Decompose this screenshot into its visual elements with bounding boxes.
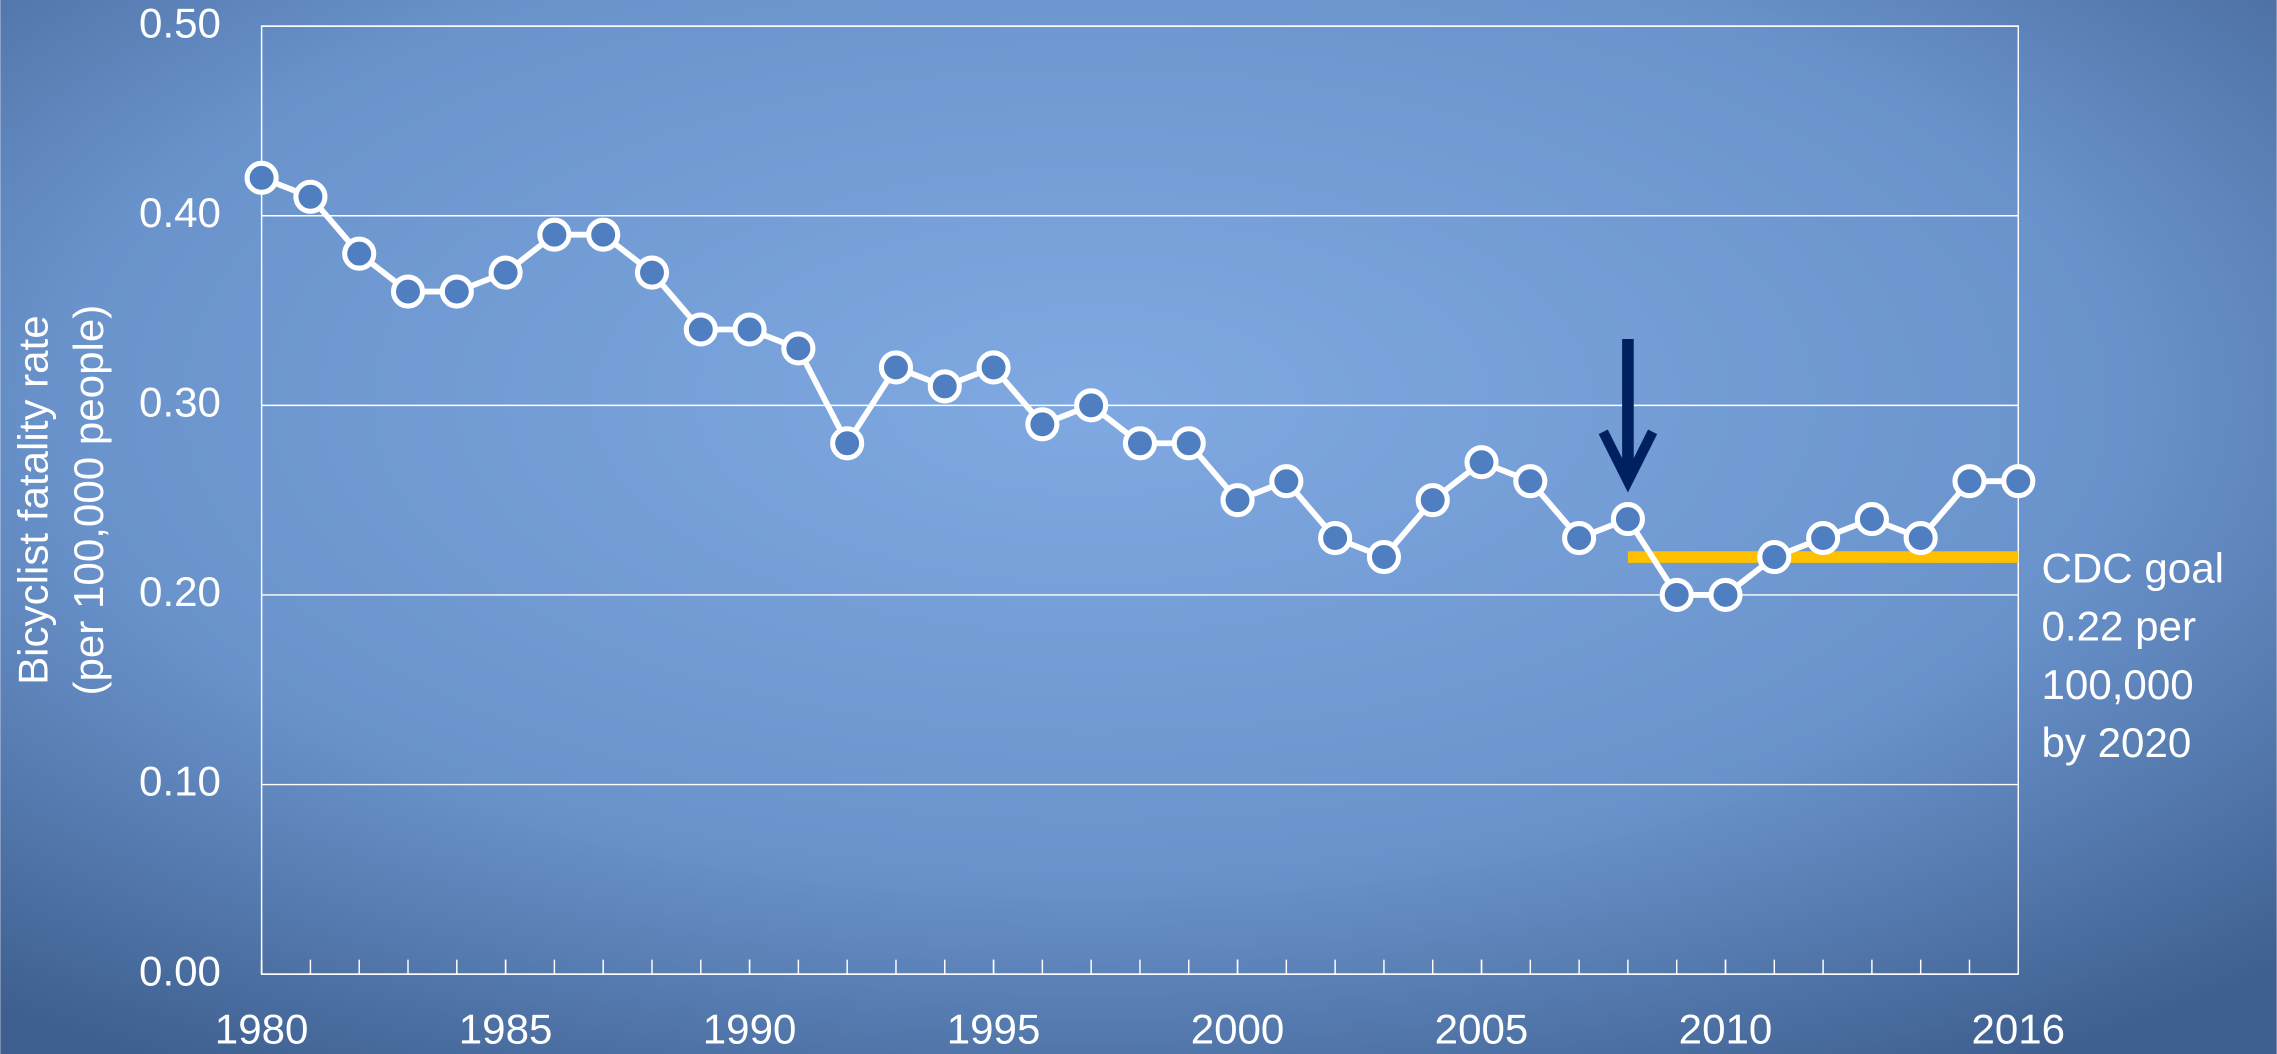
point bbox=[976, 350, 1011, 385]
point bbox=[1806, 521, 1841, 556]
goal-label: 0.22 per bbox=[2042, 603, 2196, 650]
x-tick-label: 2005 bbox=[1435, 1005, 1529, 1052]
arrow-head bbox=[1598, 429, 1658, 493]
point bbox=[1903, 521, 1938, 556]
point bbox=[1366, 539, 1401, 575]
goal-label: by 2020 bbox=[2042, 719, 2192, 766]
x-tick-label: 2000 bbox=[1191, 1005, 1285, 1052]
goal-label: 100,000 bbox=[2042, 661, 2194, 708]
x-tick-label: 1995 bbox=[947, 1005, 1041, 1052]
point bbox=[1269, 464, 1304, 499]
point bbox=[1854, 502, 1889, 537]
point bbox=[390, 274, 426, 309]
point bbox=[634, 255, 670, 290]
y-tick-label: 0.50 bbox=[139, 0, 221, 46]
point bbox=[683, 312, 718, 347]
point bbox=[537, 217, 572, 252]
point bbox=[293, 179, 328, 214]
point bbox=[1318, 521, 1353, 556]
point bbox=[1708, 577, 1743, 613]
point bbox=[1464, 445, 1499, 480]
goal-label: CDC goal bbox=[2042, 545, 2224, 592]
point bbox=[1562, 521, 1597, 556]
point bbox=[878, 350, 914, 385]
point bbox=[488, 255, 523, 290]
y-tick-label: 0.00 bbox=[139, 947, 221, 994]
y-tick-label: 0.10 bbox=[139, 758, 221, 805]
x-tick-label: 2010 bbox=[1679, 1005, 1773, 1052]
point bbox=[1757, 539, 1792, 575]
point bbox=[244, 160, 279, 195]
point bbox=[830, 426, 865, 461]
x-tick-label: 1990 bbox=[703, 1005, 797, 1052]
point bbox=[1659, 577, 1694, 613]
point bbox=[439, 274, 474, 309]
point bbox=[1025, 407, 1060, 442]
point bbox=[1171, 426, 1206, 461]
point bbox=[2001, 464, 2036, 499]
point bbox=[1415, 483, 1450, 518]
point bbox=[1074, 388, 1109, 423]
y-tick-label: 0.30 bbox=[139, 378, 221, 425]
point bbox=[1610, 502, 1645, 537]
x-tick-label: 2016 bbox=[1971, 1005, 2065, 1052]
y-axis-label: Bicyclist fatality rate bbox=[10, 315, 57, 685]
y-tick-label: 0.20 bbox=[139, 568, 221, 615]
x-tick-label: 1985 bbox=[459, 1005, 553, 1052]
point bbox=[781, 331, 816, 366]
y-tick-label: 0.40 bbox=[139, 189, 221, 236]
x-tick-label: 1980 bbox=[215, 1005, 309, 1052]
point bbox=[342, 236, 377, 271]
point bbox=[927, 369, 962, 404]
point bbox=[586, 217, 621, 252]
point bbox=[1513, 464, 1548, 499]
point bbox=[1122, 426, 1158, 461]
point bbox=[1220, 483, 1255, 518]
y-axis-label: (per 100,000 people) bbox=[65, 305, 112, 696]
point bbox=[732, 312, 767, 347]
point bbox=[1952, 464, 1987, 499]
